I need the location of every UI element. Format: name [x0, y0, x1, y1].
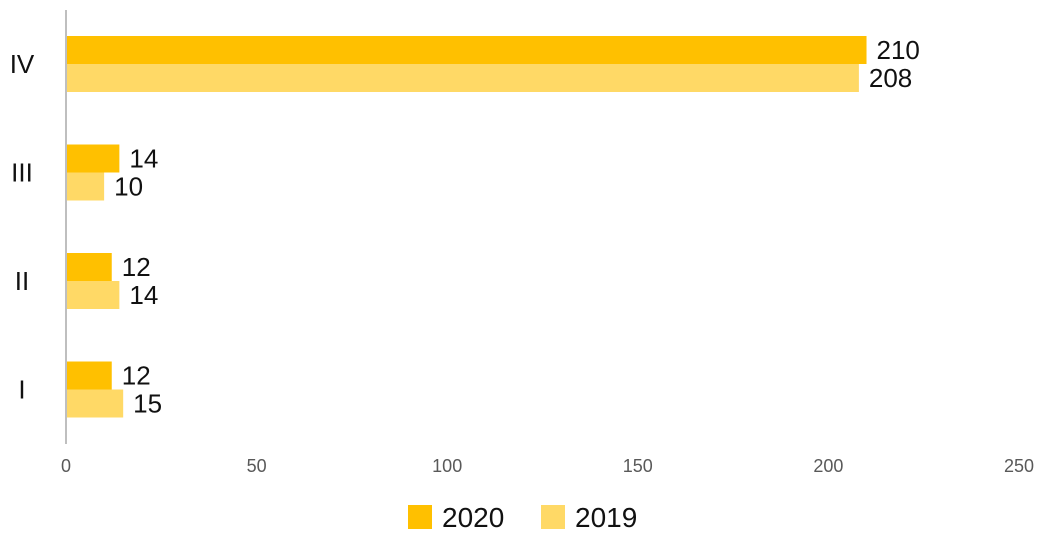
x-tick-label-50: 50 — [247, 456, 267, 476]
data-label-2019-i: 15 — [133, 389, 162, 419]
x-tick-label-200: 200 — [813, 456, 843, 476]
x-tick-label-100: 100 — [432, 456, 462, 476]
data-label-2019-iv: 208 — [869, 63, 912, 93]
category-label-ii: II — [15, 266, 29, 296]
legend-swatch-2020 — [408, 505, 432, 529]
x-tick-label-250: 250 — [1004, 456, 1034, 476]
legend-label-2020: 2020 — [442, 502, 504, 533]
bar-2020-ii — [67, 253, 112, 281]
category-label-i: I — [18, 375, 25, 405]
data-label-2019-ii: 14 — [129, 280, 158, 310]
bar-2019-iii — [67, 172, 105, 201]
bar-2019-ii — [67, 281, 120, 309]
bar-2020-iii — [67, 144, 120, 173]
category-label-iii: III — [11, 158, 33, 188]
legend-swatch-2019 — [541, 505, 565, 529]
data-label-2020-i: 12 — [122, 361, 151, 391]
x-tick-label-0: 0 — [61, 456, 71, 476]
category-label-iv: IV — [10, 49, 35, 79]
bar-2019-i — [67, 389, 124, 418]
data-label-2020-ii: 12 — [122, 252, 151, 282]
bar-2019-iv — [67, 64, 859, 92]
bar-2020-i — [67, 361, 112, 390]
x-tick-label-150: 150 — [623, 456, 653, 476]
legend-label-2019: 2019 — [575, 502, 637, 533]
bar-2020-iv — [67, 36, 867, 64]
data-label-2019-iii: 10 — [114, 172, 143, 202]
data-label-2020-iii: 14 — [129, 144, 158, 174]
data-label-2020-iv: 210 — [877, 35, 920, 65]
